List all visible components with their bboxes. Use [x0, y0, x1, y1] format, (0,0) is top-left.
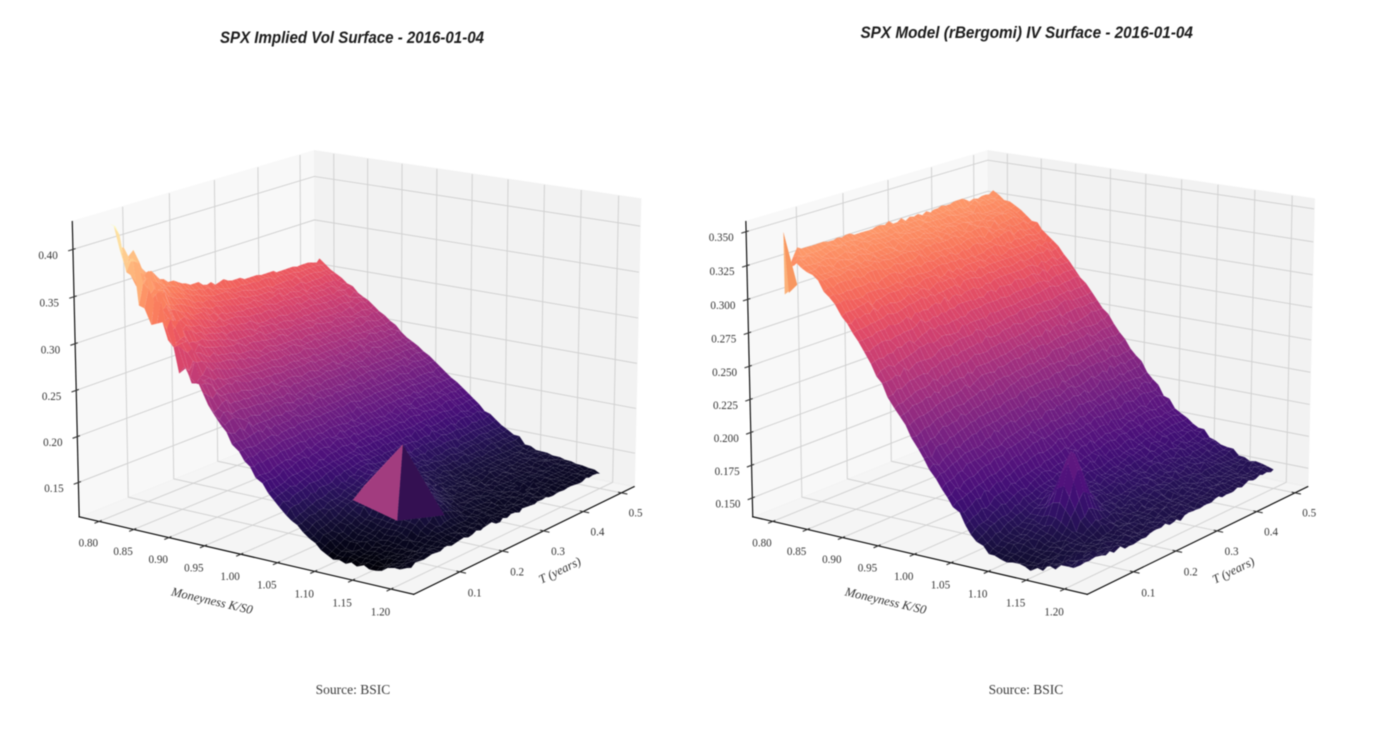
svg-text:1.10: 1.10 [294, 589, 314, 601]
svg-text:0.175: 0.175 [715, 466, 740, 478]
svg-text:0.200: 0.200 [714, 433, 739, 445]
svg-text:0.30: 0.30 [41, 344, 61, 356]
svg-text:1.10: 1.10 [968, 589, 988, 601]
svg-text:0.1: 0.1 [468, 587, 482, 599]
svg-text:0.35: 0.35 [40, 297, 60, 309]
svg-text:0.4: 0.4 [1264, 526, 1278, 538]
svg-text:0.20: 0.20 [43, 437, 63, 449]
svg-text:1.05: 1.05 [257, 580, 277, 592]
svg-text:0.25: 0.25 [42, 391, 62, 403]
svg-text:0.350: 0.350 [709, 232, 734, 244]
svg-text:0.40: 0.40 [38, 250, 58, 262]
svg-text:0.150: 0.150 [715, 499, 740, 511]
svg-text:0.250: 0.250 [712, 367, 737, 379]
svg-text:0.85: 0.85 [113, 546, 133, 558]
svg-text:0.5: 0.5 [1302, 507, 1316, 519]
svg-text:0.300: 0.300 [710, 300, 735, 312]
svg-text:0.3: 0.3 [551, 546, 565, 558]
svg-text:0.95: 0.95 [184, 563, 204, 575]
svg-text:0.90: 0.90 [148, 554, 168, 566]
svg-text:0.4: 0.4 [591, 526, 605, 538]
svg-text:0.2: 0.2 [1184, 566, 1198, 578]
svg-text:1.00: 1.00 [894, 571, 914, 583]
svg-text:1.15: 1.15 [332, 597, 352, 609]
svg-text:0.90: 0.90 [822, 554, 842, 566]
svg-text:0.80: 0.80 [752, 538, 772, 550]
svg-text:0.80: 0.80 [79, 538, 99, 550]
svg-text:0.85: 0.85 [787, 546, 807, 558]
svg-text:0.1: 0.1 [1141, 587, 1155, 599]
svg-text:0.275: 0.275 [711, 333, 736, 345]
svg-text:1.15: 1.15 [1006, 597, 1026, 609]
svg-text:1.00: 1.00 [220, 571, 240, 583]
svg-text:0.325: 0.325 [710, 266, 735, 278]
svg-text:0.225: 0.225 [713, 400, 738, 412]
svg-text:1.05: 1.05 [931, 580, 951, 592]
svg-text:1.20: 1.20 [371, 607, 391, 619]
svg-text:0.3: 0.3 [1225, 546, 1239, 558]
svg-text:0.95: 0.95 [858, 563, 878, 575]
svg-text:0.15: 0.15 [44, 483, 64, 495]
svg-text:0.5: 0.5 [629, 507, 643, 519]
svg-text:1.20: 1.20 [1044, 607, 1064, 619]
svg-text:0.2: 0.2 [510, 566, 524, 578]
